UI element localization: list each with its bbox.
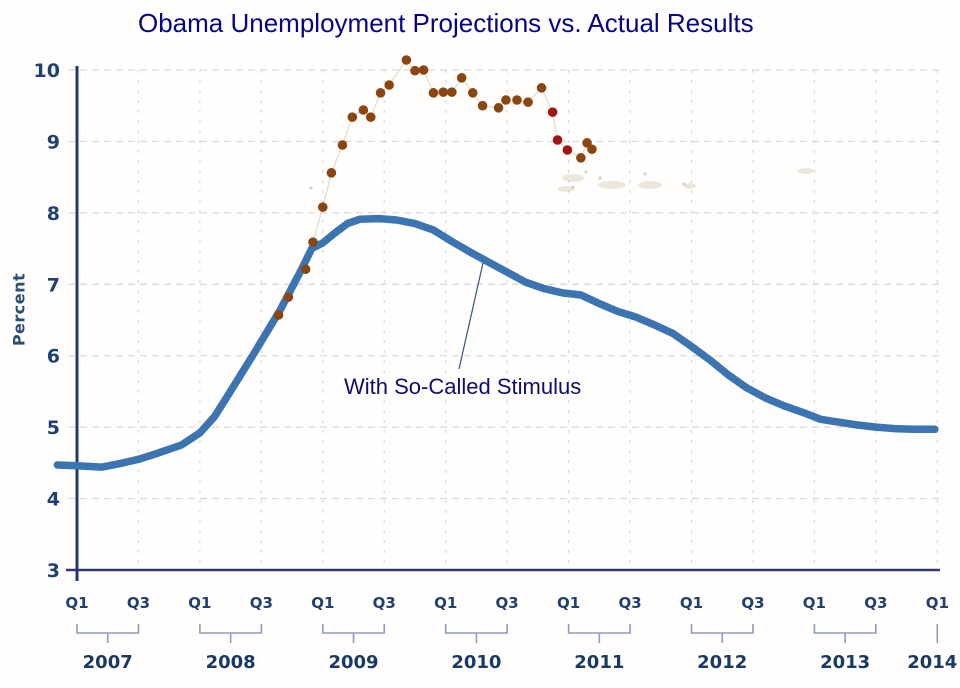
y-tick-label: 8 [47,203,60,225]
year-label: 2014 [907,652,957,673]
year-bracket [76,624,140,643]
annotation-leader-line [458,262,484,370]
quarter-tick-label: Q1 [803,594,826,612]
erased-annotation-speck [309,186,313,190]
y-tick-label: 10 [34,60,60,82]
quarter-tick-label: Q1 [434,594,457,612]
year-label: 2007 [83,652,133,673]
actual-dot [576,153,586,163]
quarter-tick-label: Q1 [188,594,211,612]
actual-dot [375,88,386,98]
erased-annotation-artifact [562,174,584,182]
actual-dot [536,83,547,93]
year-label: 2012 [697,652,747,673]
erased-annotation-speck [643,172,647,176]
quarter-tick-label: Q1 [557,594,580,612]
actual-dot [273,310,284,320]
projection-line [53,214,939,471]
erased-annotation-speck [584,170,588,174]
actual-dot [438,87,449,97]
quarter-tick-label: Q3 [373,594,396,612]
actual-dot [467,88,478,98]
y-tick-label: 6 [47,346,60,368]
y-tick-label: 4 [47,489,60,511]
y-tick-label: 7 [47,274,60,296]
year-label: 2013 [820,652,870,673]
actual-dot [501,95,511,105]
actual-dot [456,73,467,83]
erased-annotation-artifact [684,183,696,189]
erased-annotation-speck [598,176,602,180]
actual-dot [347,112,358,122]
actual-dot [283,292,294,302]
chart-title: Obama Unemployment Projections vs. Actua… [138,8,754,38]
year-label: 2011 [574,652,624,673]
quarter-tick-label: Q1 [680,594,703,612]
erased-annotation-artifact [598,181,626,189]
year-label: 2010 [451,652,501,673]
actual-dot [447,87,457,97]
actual-dot [401,55,412,65]
actual-dot [410,65,420,76]
quarter-tick-label: Q3 [127,594,150,612]
y-tick-label: 9 [47,131,60,153]
erased-annotation-speck [571,185,575,189]
quarter-tick-label: Q3 [741,594,764,612]
erased-annotation-speck [682,182,686,186]
year-bracket [567,624,631,643]
y-tick-label: 5 [47,417,60,439]
year-bracket [690,624,754,643]
year-label: 2008 [206,652,256,673]
quarter-tick-label: Q3 [864,594,887,612]
quarter-tick-label: Q1 [65,594,88,612]
stimulus-annotation: With So-Called Stimulus [344,374,582,399]
actual-dots-connector [277,58,593,316]
actual-dot [300,264,311,275]
actual-dot [428,88,439,98]
actual-dot [512,95,522,105]
actual-dot [337,140,348,150]
year-bracket [322,624,386,643]
year-bracket [813,624,877,643]
year-label: 2009 [328,652,378,673]
erased-annotation-artifact [638,181,662,189]
year-bracket [444,624,508,643]
quarter-tick-label: Q3 [250,594,273,612]
erased-annotation-artifact [798,168,814,174]
actual-dot [358,105,369,115]
actual-dot [562,145,573,155]
quarter-tick-label: Q3 [618,594,641,612]
actual-dot [547,107,558,117]
actual-dot [326,168,337,178]
actual-dot [318,202,328,212]
actual-dot [552,135,563,145]
y-tick-label: 3 [47,560,60,582]
quarter-tick-label: Q1 [926,594,949,612]
actual-dot [365,112,376,122]
actual-dot [308,237,318,247]
erased-annotation-artifact [558,186,574,192]
actual-dot [523,97,533,107]
actual-dot [418,65,429,75]
year-bracket [199,624,263,643]
actual-dot [587,144,597,155]
actual-dot [384,80,394,90]
quarter-tick-label: Q3 [496,594,519,612]
quarter-tick-label: Q1 [311,594,334,612]
actual-dot [493,103,504,113]
actual-dot [477,100,488,111]
